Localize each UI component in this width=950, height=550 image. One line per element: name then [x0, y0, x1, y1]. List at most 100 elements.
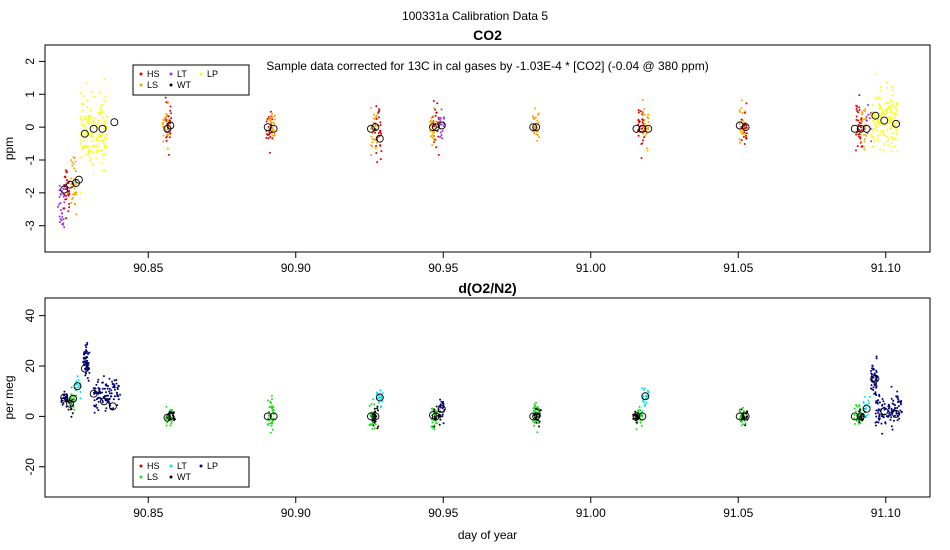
- data-point: [70, 386, 73, 389]
- data-point: [371, 419, 374, 422]
- data-point: [81, 102, 84, 105]
- data-point: [891, 105, 894, 108]
- data-point: [641, 415, 644, 418]
- x-tick-label: 91.05: [723, 261, 753, 275]
- data-point: [116, 393, 119, 396]
- data-point: [889, 418, 892, 421]
- data-point: [76, 375, 79, 378]
- data-point: [115, 391, 118, 394]
- mean-marker: [880, 407, 889, 416]
- mean-marker: [375, 134, 384, 143]
- data-point: [100, 122, 103, 125]
- data-point: [438, 423, 441, 426]
- data-point: [85, 349, 88, 351]
- data-point: [433, 428, 436, 431]
- data-point: [62, 188, 65, 190]
- data-point: [647, 128, 650, 131]
- data-point: [872, 376, 875, 379]
- data-point: [637, 111, 640, 114]
- data-point: [93, 95, 96, 98]
- data-point: [642, 401, 645, 403]
- data-point: [97, 409, 100, 412]
- mean-marker: [74, 175, 83, 184]
- data-point: [538, 409, 541, 412]
- data-point: [896, 414, 899, 417]
- data-point: [163, 116, 166, 119]
- data-point: [884, 109, 887, 112]
- data-point: [853, 413, 856, 416]
- data-point: [639, 409, 642, 412]
- mean-marker: [741, 123, 750, 132]
- data-point: [95, 398, 98, 401]
- data-point: [738, 408, 741, 411]
- data-point: [374, 125, 377, 128]
- data-point: [860, 118, 863, 121]
- data-point: [878, 112, 881, 115]
- data-point: [534, 410, 537, 413]
- data-point: [439, 119, 442, 121]
- data-point: [890, 411, 893, 414]
- data-point: [873, 383, 876, 385]
- data-point: [103, 168, 106, 171]
- data-point: [883, 134, 886, 137]
- data-point: [899, 409, 902, 412]
- data-point: [94, 145, 97, 148]
- data-point: [70, 185, 73, 188]
- legend-box: [132, 64, 250, 96]
- mean-marker: [871, 374, 880, 383]
- data-point: [91, 151, 94, 154]
- data-point: [879, 106, 882, 109]
- data-point: [878, 413, 881, 416]
- mean-marker: [375, 393, 384, 402]
- data-point: [83, 116, 85, 119]
- data-point: [374, 131, 377, 134]
- data-point: [84, 350, 87, 353]
- data-point: [434, 127, 437, 130]
- mean-marker: [880, 116, 889, 125]
- data-point: [865, 117, 868, 120]
- data-point: [70, 415, 73, 418]
- data-point: [895, 410, 898, 413]
- panel-title: CO2: [473, 27, 502, 43]
- data-point: [889, 127, 891, 130]
- data-point: [740, 424, 743, 427]
- data-point: [891, 102, 894, 105]
- data-point: [439, 117, 442, 119]
- data-point: [269, 120, 272, 122]
- data-point: [87, 364, 90, 367]
- plot-frame: [44, 44, 931, 253]
- data-point: [745, 416, 748, 419]
- data-point: [90, 90, 93, 93]
- data-point: [641, 387, 644, 390]
- data-point: [265, 136, 268, 139]
- data-point: [877, 119, 880, 122]
- data-point: [738, 141, 741, 144]
- data-point: [864, 395, 866, 398]
- data-point: [862, 109, 865, 112]
- data-point: [638, 405, 641, 408]
- data-point: [268, 406, 271, 409]
- data-point: [268, 133, 271, 136]
- data-point: [439, 403, 442, 406]
- data-point: [853, 417, 856, 420]
- data-point: [900, 410, 903, 413]
- data-point: [886, 101, 889, 104]
- data-point: [882, 149, 885, 151]
- data-point: [889, 99, 892, 102]
- data-point: [857, 111, 860, 114]
- data-point: [92, 144, 95, 147]
- data-point: [79, 91, 82, 94]
- data-point: [86, 359, 89, 362]
- data-point: [740, 99, 743, 102]
- data-point: [441, 129, 444, 132]
- data-point: [374, 147, 377, 150]
- data-point: [861, 113, 863, 116]
- data-point: [440, 134, 443, 137]
- data-point: [370, 135, 373, 138]
- data-point: [74, 183, 77, 186]
- data-point: [892, 111, 895, 114]
- data-point: [373, 407, 376, 410]
- data-point: [103, 395, 106, 397]
- data-point: [645, 147, 648, 150]
- data-point: [168, 416, 171, 418]
